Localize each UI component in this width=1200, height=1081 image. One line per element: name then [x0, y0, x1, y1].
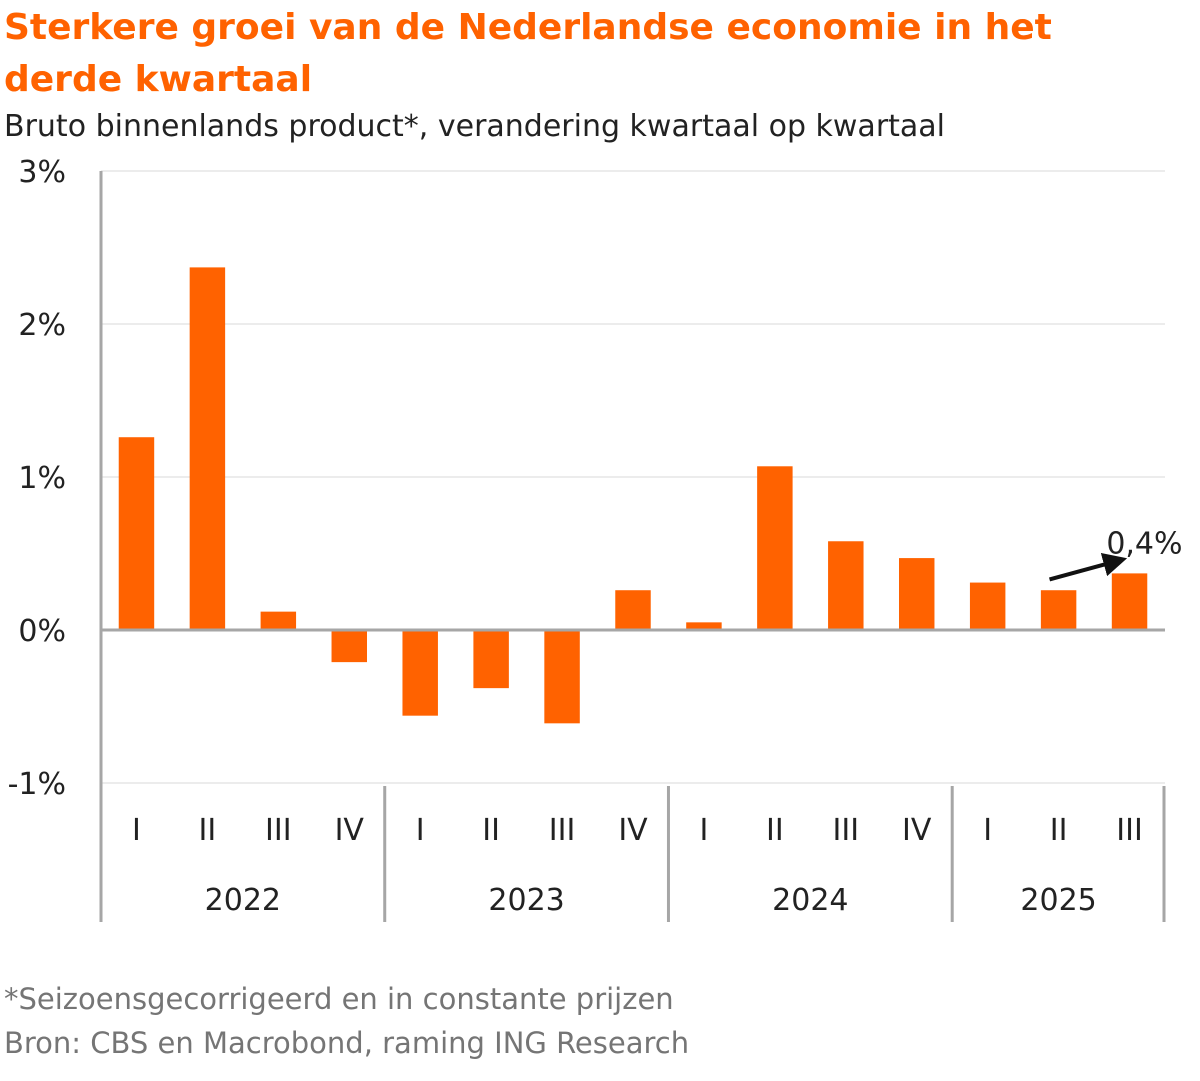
bar: [118, 437, 155, 630]
bar: [1040, 590, 1077, 630]
x-tick-label: II: [199, 813, 217, 848]
bar: [189, 267, 226, 630]
year-label: 2022: [205, 883, 281, 918]
bar: [331, 630, 367, 663]
y-tick-label: 1%: [18, 461, 66, 496]
bar-chart: -1%0%1%2%3%I II III IV I II III IV I II III IV I II II…: [8, 155, 1183, 922]
bar: [402, 630, 438, 716]
bar: [686, 622, 722, 630]
x-tick-label: IV: [335, 813, 365, 848]
y-tick-label: 0%: [18, 614, 66, 649]
x-tick-label: IV: [902, 813, 932, 848]
bar: [757, 466, 793, 630]
chart-title: Sterkere groei van de Nederlandse econom…: [4, 7, 1052, 100]
bar: [899, 558, 935, 630]
annotation-arrow: [1049, 552, 1128, 582]
footnote-source: Bron: CBS en Macrobond, raming ING Resea…: [4, 1026, 690, 1060]
x-tick-label: I: [132, 813, 141, 848]
bar: [969, 582, 1006, 630]
x-tick-label: III: [549, 813, 576, 848]
year-label: 2024: [772, 883, 848, 918]
bar: [828, 541, 864, 630]
y-tick-label: 2%: [18, 308, 66, 343]
x-tick-label: I: [700, 813, 709, 848]
x-tick-label: IV: [618, 813, 648, 848]
year-label: 2025: [1020, 883, 1096, 918]
x-tick-label: II: [482, 813, 500, 848]
annotation: 0,4%: [1049, 526, 1183, 582]
x-tick-label: III: [1116, 813, 1143, 848]
bars: [118, 267, 1148, 724]
bar: [544, 630, 580, 724]
x-tick-label: III: [833, 813, 860, 848]
x-tick-label: I: [416, 813, 425, 848]
bar: [473, 630, 509, 689]
footnote-method: *Seizoensgecorrigeerd en in constante pr…: [4, 982, 674, 1016]
x-tick-label: II: [766, 813, 784, 848]
annotation-label: 0,4%: [1106, 526, 1182, 561]
bar: [1111, 573, 1148, 630]
axes: [99, 171, 1166, 922]
chart-subtitle: Bruto binnenlands product*, verandering …: [4, 109, 946, 144]
year-label: 2023: [488, 883, 564, 918]
y-tick-label: -1%: [8, 767, 66, 802]
x-tick-label: III: [265, 813, 292, 848]
grid-lines: [101, 170, 1165, 784]
x-tick-label: I: [983, 813, 992, 848]
x-tick-label: II: [1050, 813, 1068, 848]
bar: [260, 611, 297, 630]
axis-labels: -1%0%1%2%3%I II III IV I II III IV I II III IV I II II…: [8, 155, 1143, 918]
bar: [615, 590, 651, 630]
y-tick-label: 3%: [18, 155, 66, 190]
